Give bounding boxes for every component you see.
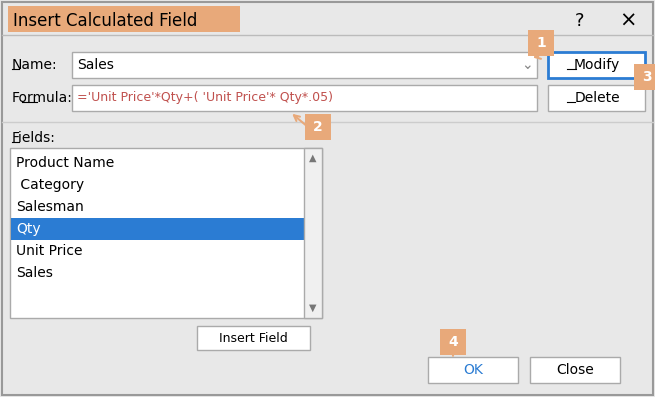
Text: Close: Close bbox=[556, 363, 594, 377]
Bar bbox=[8, 6, 240, 32]
Text: Salesman: Salesman bbox=[16, 200, 84, 214]
Text: Category: Category bbox=[16, 178, 84, 192]
Text: ▲: ▲ bbox=[309, 153, 317, 163]
Text: Delete: Delete bbox=[574, 91, 620, 105]
Text: ='Unit Price'*Qty+( 'Unit Price'* Qty*.05): ='Unit Price'*Qty+( 'Unit Price'* Qty*.0… bbox=[77, 91, 333, 104]
Bar bbox=[634, 64, 655, 90]
Bar bbox=[528, 30, 554, 56]
Text: Name:: Name: bbox=[12, 58, 58, 72]
Bar bbox=[305, 114, 331, 140]
Bar bbox=[197, 326, 310, 350]
Bar bbox=[304, 148, 322, 318]
Bar bbox=[440, 329, 466, 355]
Text: ×: × bbox=[619, 11, 637, 31]
Text: OK: OK bbox=[463, 363, 483, 377]
Text: Formula:: Formula: bbox=[12, 91, 73, 105]
Text: 1: 1 bbox=[536, 36, 546, 50]
Text: Product Name: Product Name bbox=[16, 156, 114, 170]
Text: Sales: Sales bbox=[16, 266, 53, 280]
Bar bbox=[428, 357, 518, 383]
Text: Insert Field: Insert Field bbox=[219, 331, 288, 345]
Text: Fields:: Fields: bbox=[12, 131, 56, 145]
Text: 2: 2 bbox=[313, 120, 323, 134]
Bar bbox=[72, 85, 537, 111]
Bar bbox=[548, 52, 645, 78]
Bar bbox=[10, 148, 322, 318]
Bar bbox=[11, 218, 304, 240]
Text: Qty: Qty bbox=[16, 222, 41, 236]
Text: ?: ? bbox=[575, 12, 585, 30]
Text: ▼: ▼ bbox=[309, 303, 317, 313]
Text: Unit Price: Unit Price bbox=[16, 244, 83, 258]
Bar bbox=[72, 52, 537, 78]
Text: 4: 4 bbox=[448, 335, 458, 349]
Text: Sales: Sales bbox=[77, 58, 114, 72]
Text: Modify: Modify bbox=[574, 58, 620, 72]
Bar bbox=[530, 357, 620, 383]
Text: 3: 3 bbox=[642, 70, 652, 84]
Bar bbox=[548, 85, 645, 111]
Text: Insert Calculated Field: Insert Calculated Field bbox=[13, 12, 197, 30]
Text: ⌄: ⌄ bbox=[521, 58, 533, 72]
